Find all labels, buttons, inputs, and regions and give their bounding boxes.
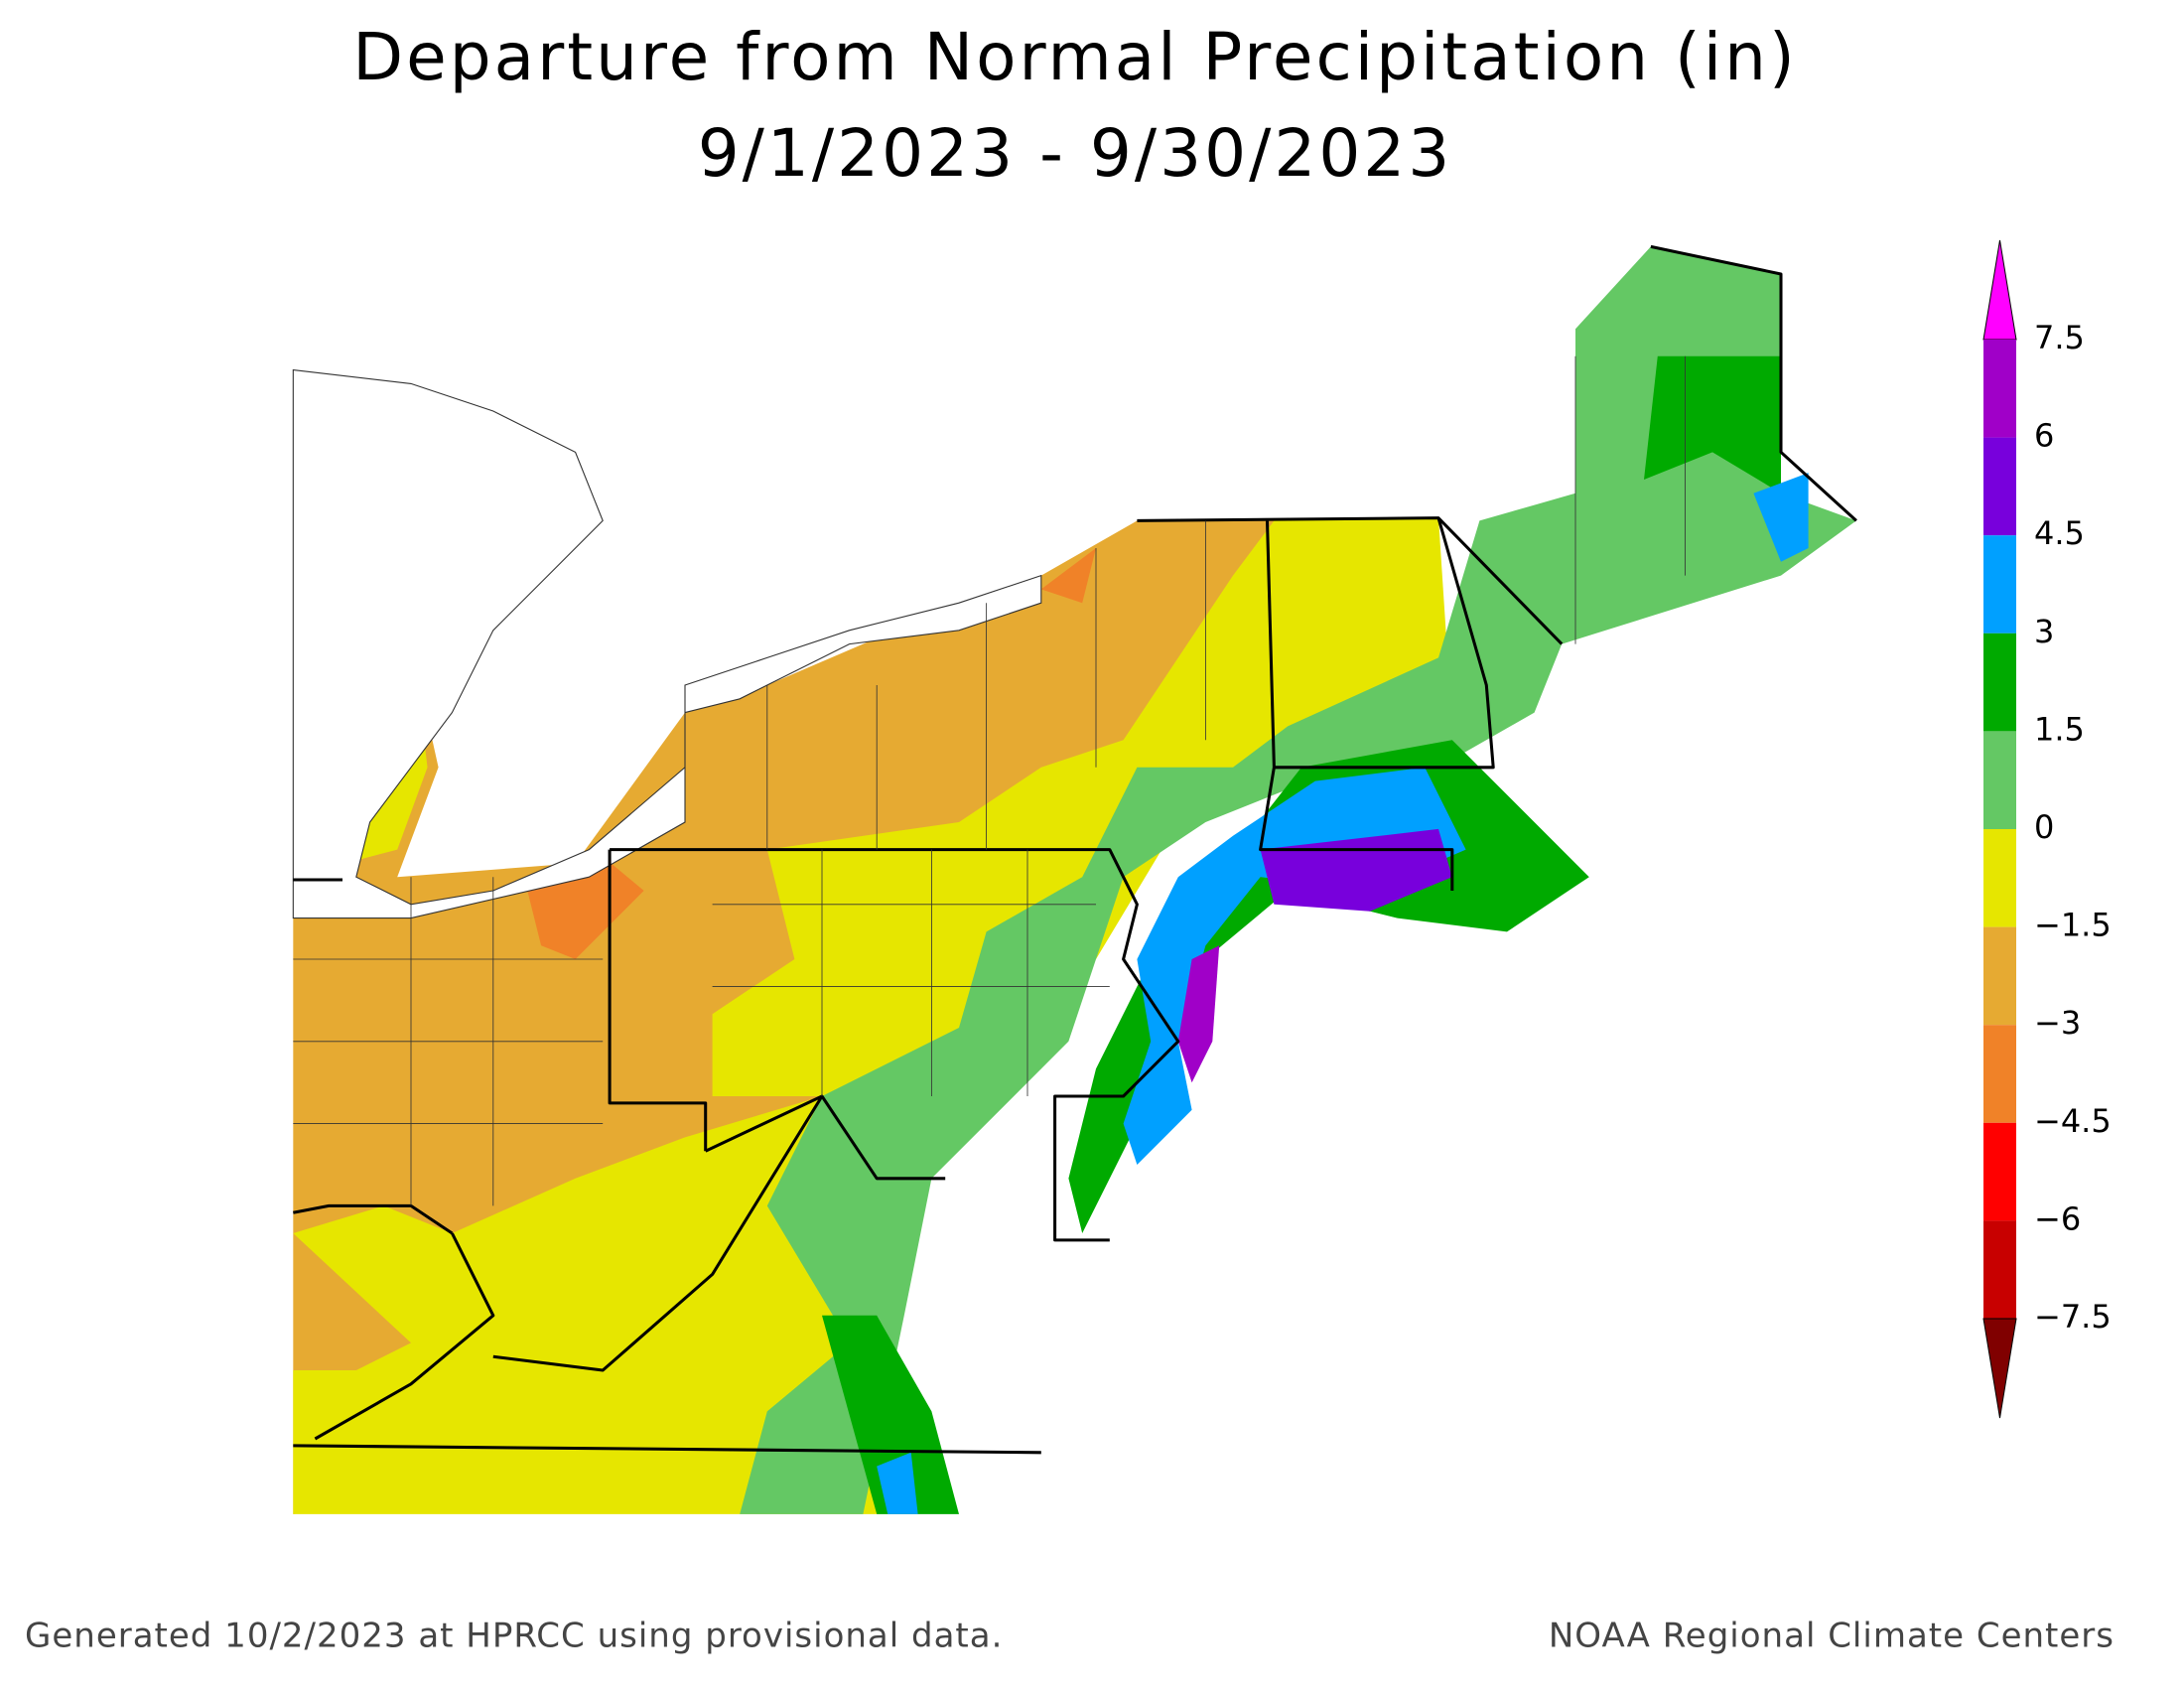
colorbar-bin: [1983, 829, 2016, 927]
region-blue: [1753, 473, 1809, 562]
region-green: [822, 1315, 959, 1514]
colorbar-bin: [1983, 731, 2016, 829]
colorbar-label: 6: [2034, 417, 2054, 455]
region-purple: [1177, 945, 1220, 1083]
region-orange: [1040, 548, 1096, 604]
colorbar-cap-bottom: [1982, 1318, 2017, 1419]
colorbar-label: −3: [2034, 1004, 2081, 1042]
colorbar-bin: [1983, 926, 2016, 1026]
colorbar-label: 1.5: [2034, 710, 2085, 748]
region-yellow: [712, 517, 1452, 1096]
footer-right: NOAA Regional Climate Centers: [1549, 1617, 2115, 1656]
region-yellow: [293, 1096, 890, 1514]
colorbar-cap-top: [1982, 239, 2017, 341]
colorbar: 7.5 6 4.5 3 1.5 0 −1.5 −3 −4.5 −6 −7.5: [1982, 239, 2112, 1419]
title: Departure from Normal Precipitation (in): [352, 19, 1797, 95]
colorbar-label: −7.5: [2034, 1298, 2112, 1336]
region-green: [1068, 740, 1589, 1233]
colorbar-bin: [1983, 1220, 2016, 1319]
colorbar-label: 4.5: [2034, 514, 2085, 552]
colorbar-bin: [1983, 437, 2016, 536]
colorbar-bin: [1983, 1122, 2016, 1221]
region-green: [1644, 355, 1781, 494]
region-blue: [877, 1452, 918, 1514]
colorbar-label: −1.5: [2034, 907, 2112, 944]
colorbar-bin: [1983, 340, 2016, 438]
colorbar-bin: [1983, 535, 2016, 634]
colorbar-label: 3: [2034, 613, 2054, 650]
lake: [292, 368, 1042, 919]
colorbar-bin: [1983, 633, 2016, 732]
colorbar-label: 0: [2034, 808, 2054, 846]
colorbar-label: −4.5: [2034, 1102, 2112, 1140]
region-lightgreen: [740, 246, 1856, 1514]
county-lines: [293, 355, 1686, 1206]
colorbar-label: 7.5: [2034, 319, 2085, 356]
footer-left: Generated 10/2/2023 at HPRCC using provi…: [25, 1617, 1003, 1656]
subtitle: 9/1/2023 - 9/30/2023: [698, 115, 1453, 192]
colorbar-label: −6: [2034, 1199, 2081, 1237]
state-border: [293, 244, 1857, 1455]
colorbar-bin: [1983, 1025, 2016, 1123]
map: [292, 244, 1857, 1514]
